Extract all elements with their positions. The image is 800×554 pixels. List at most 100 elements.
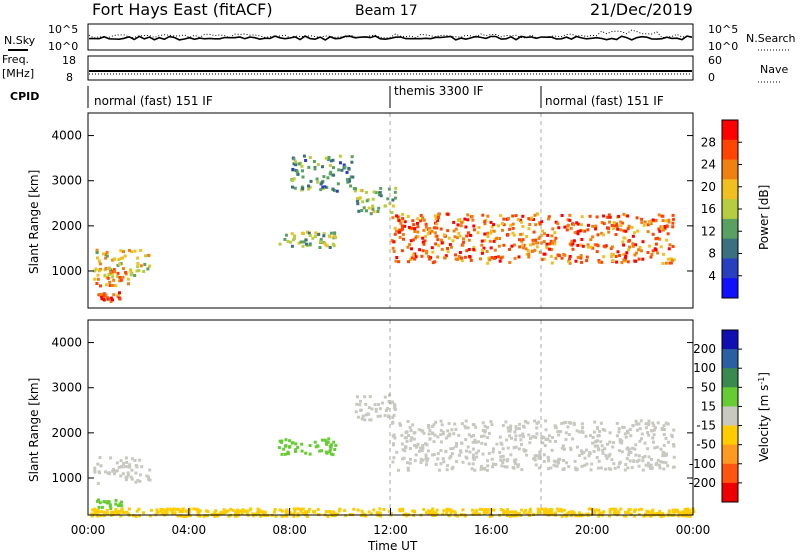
velocity-cell — [562, 459, 566, 462]
velocity-cell — [651, 508, 655, 512]
velocity-cell — [470, 467, 474, 471]
velocity-cell — [638, 427, 642, 431]
power-cell — [109, 271, 113, 275]
velocity-cell — [355, 395, 359, 399]
power-cell — [119, 278, 123, 282]
power-cell — [477, 226, 481, 229]
velocity-cell — [516, 463, 520, 467]
velocity-cell — [303, 511, 307, 515]
power-cell — [562, 253, 566, 256]
velocity-cell — [647, 419, 651, 423]
power-cell — [597, 259, 601, 262]
power-cell — [591, 224, 595, 228]
power-cell — [286, 239, 290, 243]
velocity-cell — [631, 446, 635, 450]
power-cell — [371, 204, 375, 208]
power-cell — [432, 226, 436, 230]
power-cell — [521, 243, 525, 247]
velocity-cell — [576, 445, 579, 449]
power-cell — [642, 223, 646, 227]
power-cell — [290, 232, 294, 236]
velocity-cell — [483, 429, 487, 433]
velocity-cell — [641, 456, 645, 459]
velocity-cell — [601, 448, 605, 452]
velocity-cell — [686, 507, 690, 511]
velocity-cell — [178, 514, 182, 518]
velocity-cell — [413, 459, 417, 463]
freq-left-tick-low: 8 — [66, 71, 73, 84]
velocity-cell — [185, 509, 189, 513]
power-cell — [393, 190, 397, 194]
power-cell — [119, 249, 123, 253]
velocity-cell — [683, 510, 687, 514]
power-cell — [359, 188, 363, 192]
power-cell — [608, 215, 612, 219]
power-cell — [602, 222, 606, 226]
power-cell — [102, 292, 106, 296]
velocity-cell — [641, 459, 645, 463]
power-cell — [307, 184, 310, 188]
power-colorbar-cell — [722, 278, 738, 299]
velocity-cell — [549, 510, 553, 514]
power-cell — [294, 163, 298, 167]
power-cell — [435, 226, 439, 230]
velocity-cell — [480, 441, 484, 445]
power-cell — [656, 236, 660, 240]
velocity-cell — [104, 470, 108, 474]
velocity-cell — [492, 447, 495, 451]
velocity-cell — [498, 435, 502, 439]
power-cell — [615, 224, 619, 228]
power-cell — [332, 166, 335, 170]
velocity-cell — [482, 509, 486, 513]
velocity-cell — [626, 511, 630, 515]
power-cell — [553, 242, 557, 246]
power-cell — [527, 217, 531, 221]
power-cell — [440, 238, 444, 242]
velocity-cell — [519, 438, 523, 442]
velocity-cell — [417, 449, 421, 453]
velocity-cell — [320, 449, 324, 453]
velocity-cell — [643, 454, 647, 458]
velocity-cell — [544, 419, 548, 423]
velocity-cell — [557, 509, 561, 513]
velocity-cell — [171, 508, 175, 512]
power-cell — [336, 182, 340, 186]
velocity-colorbar-cell — [722, 330, 738, 350]
velocity-cell — [419, 457, 423, 461]
velocity-cell — [235, 514, 239, 518]
velocity-cell — [456, 514, 460, 518]
power-cell — [398, 235, 402, 239]
velocity-cell — [243, 509, 246, 513]
velocity-cell — [486, 436, 490, 440]
velocity-cell — [639, 419, 643, 423]
power-cell — [422, 228, 426, 232]
velocity-cell — [115, 511, 119, 515]
power-cell — [554, 220, 558, 224]
velocity-cell — [643, 441, 647, 445]
power-cell — [354, 189, 357, 193]
velocity-cell — [331, 453, 335, 457]
velocity-cell — [197, 510, 201, 514]
power-cell — [393, 232, 397, 236]
velocity-cell — [324, 450, 328, 454]
velocity-cell — [356, 508, 360, 512]
velocity-cell — [93, 507, 97, 511]
velocity-cell — [544, 438, 548, 441]
power-colorbar-tick-label: 12 — [701, 224, 716, 238]
velocity-cell — [478, 507, 482, 511]
velocity-cell — [532, 435, 535, 439]
power-cell — [595, 215, 599, 219]
velocity-cell — [560, 509, 564, 513]
power-cell — [93, 277, 97, 281]
velocity-cell — [550, 508, 554, 512]
velocity-cell — [608, 507, 612, 511]
power-cell — [537, 237, 541, 241]
velocity-cell — [501, 461, 505, 465]
velocity-cell — [130, 468, 134, 472]
power-cell — [313, 167, 317, 171]
velocity-cell — [419, 446, 422, 450]
velocity-cell — [393, 407, 397, 411]
velocity-cell — [490, 508, 494, 512]
velocity-cell — [501, 454, 505, 458]
